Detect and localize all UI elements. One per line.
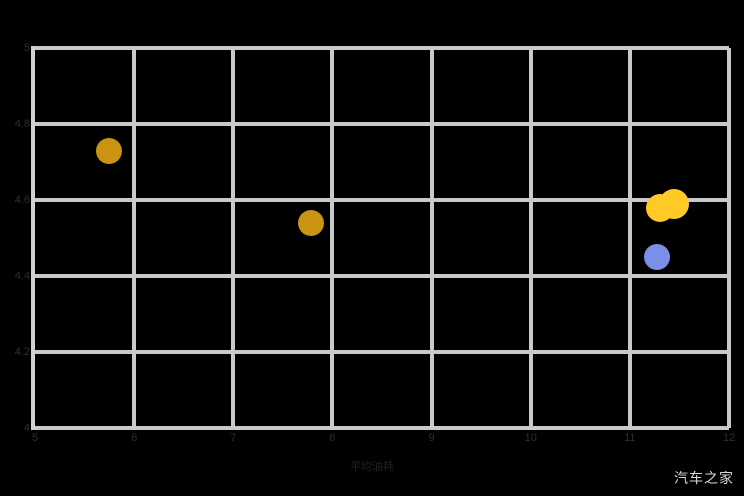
x-tick-label: 8 xyxy=(329,432,336,444)
gridline-horizontal xyxy=(35,426,729,430)
x-tick: 10 xyxy=(511,432,551,446)
y-tick: 4.2 xyxy=(0,346,32,358)
x-tick: 6 xyxy=(114,432,154,446)
x-tick-label: 6 xyxy=(131,432,138,444)
y-tick: 4.6 xyxy=(0,194,32,206)
y-axis-line xyxy=(31,46,36,430)
x-axis-title: 平均油耗 xyxy=(350,461,394,473)
gridline-horizontal xyxy=(35,274,729,278)
x-tick-label: 11 xyxy=(624,432,636,444)
watermark-autohome: 汽车之家 xyxy=(674,471,734,487)
y-tick-label: 4.2 xyxy=(14,346,30,358)
x-tick-label: 5 xyxy=(31,432,39,444)
x-tick: 9 xyxy=(412,432,452,446)
y-tick-label: 4.8 xyxy=(14,118,30,130)
gridline-vertical xyxy=(528,48,533,428)
data-point-bubble[interactable] xyxy=(659,188,690,219)
y-tick: 4.8 xyxy=(0,118,32,130)
data-point-bubble[interactable] xyxy=(96,137,123,164)
data-point-bubble[interactable] xyxy=(643,244,670,270)
x-tick-label: 12 xyxy=(722,432,736,444)
x-tick: 5 xyxy=(15,432,55,446)
gridline-vertical xyxy=(627,48,632,428)
gridline-horizontal xyxy=(35,122,729,126)
gridline-vertical xyxy=(330,48,335,428)
x-tick: 11 xyxy=(610,432,650,446)
x-tick: 8 xyxy=(312,432,352,446)
gridline-vertical xyxy=(231,48,236,428)
gridline-horizontal xyxy=(35,350,729,354)
x-tick: 12 xyxy=(709,432,744,446)
x-tick-label: 7 xyxy=(230,432,237,444)
y-tick: 4.4 xyxy=(0,270,32,282)
x-tick-label: 9 xyxy=(428,432,435,444)
gridline-vertical xyxy=(132,48,137,428)
y-tick: 5 xyxy=(0,42,32,54)
plot-area xyxy=(35,46,731,430)
gridline-vertical xyxy=(727,48,731,428)
y-tick-label: 4.4 xyxy=(14,270,30,282)
gridline-horizontal xyxy=(35,198,729,202)
gridline-vertical xyxy=(429,48,434,428)
y-tick-label: 4.6 xyxy=(14,194,30,206)
y-tick: 4 xyxy=(0,422,32,434)
data-point-bubble[interactable] xyxy=(297,209,324,236)
gridline-horizontal xyxy=(35,46,729,50)
y-tick-label: 5 xyxy=(23,42,30,54)
x-tick: 7 xyxy=(213,432,253,446)
x-tick-label: 10 xyxy=(524,432,537,444)
y-tick-label: 4 xyxy=(23,422,30,434)
